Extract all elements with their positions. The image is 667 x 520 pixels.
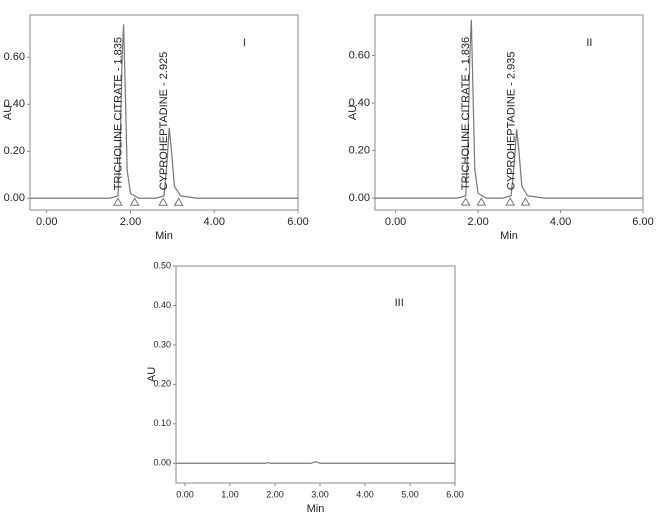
x-axis-label: Min bbox=[500, 230, 518, 242]
y-tick-label: 0.60 bbox=[4, 51, 25, 63]
peak-label: TRICHOLINE CITRATE - 1.835 bbox=[112, 37, 124, 190]
x-tick-label: 6.00 bbox=[446, 489, 464, 499]
x-axis-label: Min bbox=[307, 503, 325, 515]
integration-mark bbox=[113, 197, 123, 206]
y-axis-label: AU bbox=[146, 367, 158, 382]
x-tick-label: 1.00 bbox=[221, 489, 239, 499]
plot-frame bbox=[175, 265, 456, 484]
y-tick-label: 0.30 bbox=[153, 339, 171, 349]
integration-mark bbox=[158, 197, 169, 206]
y-tick-label: 0.00 bbox=[349, 192, 370, 204]
y-tick-label: 0.20 bbox=[4, 145, 25, 157]
y-tick-label: 0.20 bbox=[153, 379, 171, 389]
trace bbox=[176, 461, 455, 464]
x-tick-label: 6.00 bbox=[632, 216, 653, 228]
integration-mark bbox=[460, 197, 471, 206]
panel-label: I bbox=[243, 37, 246, 49]
y-tick-label: 0.50 bbox=[153, 260, 171, 270]
x-tick-label: 2.00 bbox=[467, 216, 488, 228]
y-tick-label: 0.10 bbox=[153, 418, 171, 428]
y-tick-label: 0.40 bbox=[153, 300, 171, 310]
integration-mark bbox=[520, 197, 531, 206]
plot-frame bbox=[374, 14, 644, 211]
x-tick-label: 4.00 bbox=[204, 216, 225, 228]
peak-label: TRICHOLINE CITRATE - 1.836 bbox=[460, 37, 472, 190]
integration-mark bbox=[476, 197, 487, 206]
x-tick-label: 2.00 bbox=[266, 489, 284, 499]
y-tick-label: 0.60 bbox=[349, 49, 370, 61]
y-tick-label: 0.00 bbox=[4, 192, 25, 204]
x-tick-label: 4.00 bbox=[550, 216, 571, 228]
trace bbox=[30, 24, 298, 199]
peak-label: CYPROHEPTADINE - 2.935 bbox=[506, 52, 518, 191]
integration-mark bbox=[129, 197, 140, 206]
panel-label: II bbox=[586, 37, 592, 49]
y-tick-label: 0.00 bbox=[153, 458, 171, 468]
x-tick-label: 4.00 bbox=[356, 489, 374, 499]
x-axis-label: Min bbox=[155, 230, 173, 242]
y-tick-label: 0.20 bbox=[349, 144, 370, 156]
panel-label: III bbox=[395, 297, 404, 309]
plot-frame bbox=[29, 14, 299, 211]
y-tick-label: 0.40 bbox=[349, 97, 370, 109]
peak-label: CYPROHEPTADINE - 2.925 bbox=[158, 52, 170, 191]
y-axis-label: AU bbox=[347, 105, 359, 120]
x-tick-label: 2.00 bbox=[120, 216, 141, 228]
x-tick-label: 0.00 bbox=[385, 216, 406, 228]
y-axis-label: AU bbox=[2, 105, 14, 120]
x-tick-label: 0.00 bbox=[176, 489, 194, 499]
x-tick-label: 0.00 bbox=[36, 216, 57, 228]
y-tick-label: 0.40 bbox=[4, 98, 25, 110]
integration-mark bbox=[173, 197, 184, 206]
x-tick-label: 6.00 bbox=[287, 216, 308, 228]
integration-mark bbox=[505, 197, 516, 206]
trace bbox=[375, 19, 643, 199]
x-tick-label: 5.00 bbox=[401, 489, 419, 499]
x-tick-label: 3.00 bbox=[311, 489, 329, 499]
